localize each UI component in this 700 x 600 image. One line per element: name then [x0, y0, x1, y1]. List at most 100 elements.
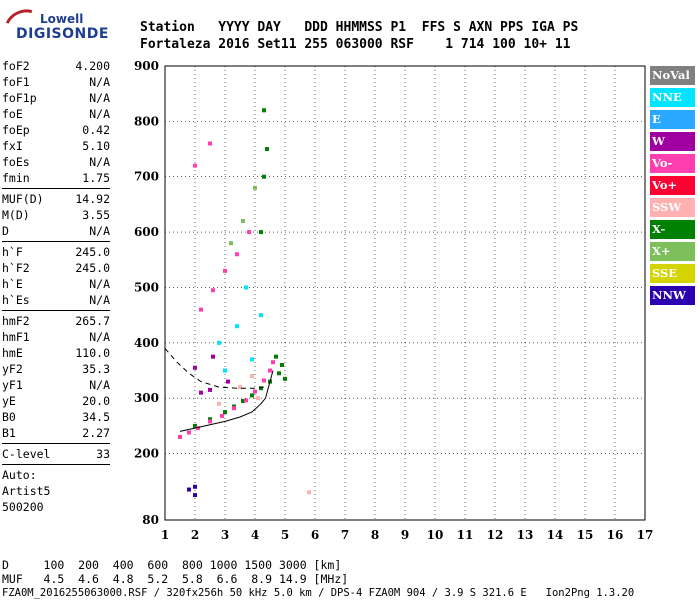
- param-separator: [2, 443, 110, 444]
- param-value: N/A: [89, 277, 110, 291]
- param-value: 5.10: [82, 139, 110, 153]
- x-tick-label: 11: [457, 528, 474, 542]
- data-point: [193, 365, 197, 370]
- data-point: [211, 354, 215, 359]
- data-point: [208, 141, 212, 146]
- data-point: [217, 401, 221, 406]
- data-point: [235, 324, 239, 329]
- x-tick-label: 8: [371, 528, 379, 542]
- y-tick-label: 700: [134, 170, 159, 184]
- param-row: foEp 0.42: [2, 122, 110, 138]
- param-value: 245.0: [75, 245, 110, 259]
- param-key: foEs: [2, 155, 30, 169]
- param-value: 34.5: [82, 410, 110, 424]
- param-separator: [2, 310, 110, 311]
- data-point: [277, 371, 281, 376]
- param-key: hmF2: [2, 314, 30, 328]
- legend-entry: Vo-: [650, 154, 695, 173]
- data-point: [268, 368, 272, 373]
- data-point: [253, 185, 257, 190]
- auto-scaling-line: 500200: [2, 500, 44, 514]
- x-tick-label: 7: [341, 528, 349, 542]
- param-key: foF1p: [2, 91, 37, 105]
- solid-trace-line: [179, 370, 274, 432]
- x-tick-label: 14: [547, 528, 564, 542]
- parameter-panel: foF2 4.200 foF1 N/A foF1p N/A foE N/A foEp 0.42 fx…: [2, 58, 110, 515]
- param-value: N/A: [89, 224, 110, 238]
- y-tick-label: 400: [134, 336, 159, 350]
- param-row: B1 2.27: [2, 425, 110, 441]
- data-point: [244, 398, 248, 403]
- param-key: foE: [2, 107, 23, 121]
- data-point: [250, 357, 254, 362]
- data-point: [226, 379, 230, 384]
- legend-entry: E: [650, 110, 695, 129]
- param-key: B0: [2, 410, 16, 424]
- param-value: 20.0: [82, 394, 110, 408]
- y-tick-label: 200: [134, 447, 159, 461]
- param-key: C-level: [2, 447, 51, 461]
- dashed-trace-line: [164, 348, 265, 389]
- param-row: D N/A: [2, 223, 110, 239]
- param-value: N/A: [89, 75, 110, 89]
- param-row: C-level 33: [2, 446, 110, 462]
- x-tick-label: 1: [161, 528, 169, 542]
- param-key: foEp: [2, 123, 30, 137]
- param-key: yF2: [2, 362, 23, 376]
- x-tick-label: 17: [637, 528, 654, 542]
- param-value: N/A: [89, 107, 110, 121]
- data-point: [187, 487, 191, 492]
- param-key: foF2: [2, 59, 30, 73]
- data-point: [259, 386, 263, 391]
- footer-distance-row: D 100 200 400 600 800 1000 1500 3000 [km…: [2, 558, 342, 572]
- param-row: h`F2 245.0: [2, 260, 110, 276]
- logo-line2: DIGISONDE: [16, 26, 109, 42]
- param-value: 33: [96, 447, 110, 461]
- param-row: foEs N/A: [2, 154, 110, 170]
- param-row: hmE 110.0: [2, 345, 110, 361]
- data-point: [199, 307, 203, 312]
- param-key: M(D): [2, 208, 30, 222]
- data-point: [229, 241, 233, 246]
- y-tick-label: 300: [134, 391, 159, 405]
- param-row: MUF(D) 14.92: [2, 191, 110, 207]
- param-separator: [2, 241, 110, 242]
- y-tick-label: 500: [134, 280, 159, 294]
- auto-scaling-line: Artist5: [2, 484, 51, 498]
- param-key: D: [2, 224, 9, 238]
- y-tick-label: 80: [142, 513, 159, 527]
- data-point: [271, 360, 275, 365]
- param-value: 265.7: [75, 314, 110, 328]
- data-point: [241, 219, 245, 224]
- param-value: 14.92: [75, 192, 110, 206]
- data-point: [247, 230, 251, 235]
- data-point: [223, 268, 227, 273]
- param-row: hmF2 265.7: [2, 313, 110, 329]
- param-separator: [2, 188, 110, 189]
- data-point: [244, 285, 248, 290]
- data-point: [262, 378, 266, 383]
- param-row: yF1 N/A: [2, 377, 110, 393]
- data-point: [196, 426, 200, 431]
- param-row: foF1p N/A: [2, 90, 110, 106]
- data-point: [238, 385, 242, 390]
- param-value: 2.27: [82, 426, 110, 440]
- data-point: [223, 410, 227, 415]
- data-point: [211, 288, 215, 293]
- param-value: N/A: [89, 293, 110, 307]
- x-tick-label: 10: [427, 528, 444, 542]
- param-separator: [2, 464, 110, 465]
- data-point: [223, 368, 227, 373]
- param-value: 3.55: [82, 208, 110, 222]
- auto-scaling-line: Auto:: [2, 468, 37, 482]
- plot-frame: [164, 65, 646, 521]
- param-row: h`F 245.0: [2, 244, 110, 260]
- param-row: yF2 35.3: [2, 361, 110, 377]
- data-point: [262, 174, 266, 179]
- param-row: hmF1 N/A: [2, 329, 110, 345]
- legend-entry: SSE: [650, 264, 695, 283]
- data-point: [217, 340, 221, 345]
- data-point: [250, 393, 254, 398]
- param-value: 35.3: [82, 362, 110, 376]
